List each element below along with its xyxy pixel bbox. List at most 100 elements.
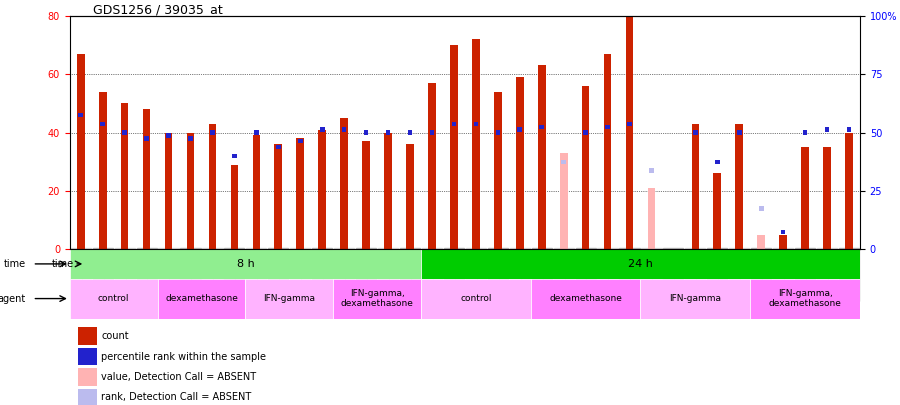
Bar <box>429 130 435 135</box>
Bar <box>296 139 304 249</box>
Bar <box>384 132 392 249</box>
Text: control: control <box>98 294 130 303</box>
Bar <box>824 147 831 249</box>
Text: control: control <box>460 294 491 303</box>
Bar <box>77 368 97 386</box>
Bar <box>77 348 97 365</box>
FancyBboxPatch shape <box>421 279 531 319</box>
Bar <box>230 165 238 249</box>
Bar <box>472 39 480 249</box>
Bar <box>649 168 653 173</box>
Bar <box>209 124 216 249</box>
Bar <box>604 54 611 249</box>
Bar <box>626 16 634 249</box>
FancyBboxPatch shape <box>333 279 421 319</box>
Bar <box>274 144 282 249</box>
Text: dexamethasone: dexamethasone <box>165 294 238 303</box>
Text: time: time <box>52 259 74 269</box>
Bar <box>408 130 412 135</box>
Bar <box>758 235 765 249</box>
Bar <box>78 113 83 117</box>
FancyBboxPatch shape <box>246 279 333 319</box>
Text: rank, Detection Call = ABSENT: rank, Detection Call = ABSENT <box>102 392 252 403</box>
FancyBboxPatch shape <box>158 279 246 319</box>
Bar <box>538 65 545 249</box>
FancyBboxPatch shape <box>70 279 158 319</box>
Bar <box>494 92 501 249</box>
Bar <box>516 77 524 249</box>
FancyBboxPatch shape <box>70 249 421 279</box>
Bar <box>253 135 260 249</box>
Bar <box>364 130 368 135</box>
Bar <box>188 136 193 141</box>
Bar <box>803 130 807 135</box>
Bar <box>759 206 763 211</box>
Bar <box>737 130 742 135</box>
Text: dexamethasone: dexamethasone <box>549 294 622 303</box>
Bar <box>714 173 721 249</box>
Bar <box>320 128 325 132</box>
Bar <box>122 130 127 135</box>
Bar <box>539 124 544 129</box>
Text: time: time <box>4 259 26 269</box>
Text: percentile rank within the sample: percentile rank within the sample <box>102 352 266 362</box>
Bar <box>166 133 171 138</box>
FancyBboxPatch shape <box>641 279 751 319</box>
Bar <box>824 128 830 132</box>
Bar <box>845 132 853 249</box>
FancyBboxPatch shape <box>421 249 860 279</box>
Bar <box>735 124 743 249</box>
FancyBboxPatch shape <box>751 279 860 319</box>
Bar <box>648 188 655 249</box>
Bar <box>781 230 786 234</box>
Bar <box>801 147 809 249</box>
Bar <box>847 128 851 132</box>
Text: value, Detection Call = ABSENT: value, Detection Call = ABSENT <box>102 372 256 382</box>
Bar <box>101 122 105 126</box>
Bar <box>715 160 720 164</box>
Bar <box>562 160 566 164</box>
Bar <box>319 130 326 249</box>
Bar <box>211 130 215 135</box>
Bar <box>254 130 258 135</box>
Bar <box>386 130 391 135</box>
Text: IFN-gamma: IFN-gamma <box>670 294 722 303</box>
Bar <box>452 122 456 126</box>
Bar <box>450 45 458 249</box>
FancyBboxPatch shape <box>531 279 641 319</box>
Text: count: count <box>102 331 129 341</box>
Bar <box>428 83 436 249</box>
Bar <box>406 144 414 249</box>
Bar <box>560 153 568 249</box>
Bar <box>342 128 346 132</box>
Bar <box>363 141 370 249</box>
Bar <box>121 103 129 249</box>
Bar <box>276 145 281 149</box>
Bar <box>691 124 699 249</box>
Bar <box>76 54 85 249</box>
Bar <box>518 128 522 132</box>
Bar <box>77 327 97 345</box>
Bar <box>693 130 698 135</box>
Bar <box>779 235 787 249</box>
Bar <box>99 92 106 249</box>
Text: agent: agent <box>0 294 26 304</box>
Bar <box>581 86 590 249</box>
Bar <box>165 132 173 249</box>
Bar <box>77 389 97 405</box>
Bar <box>583 130 588 135</box>
Bar <box>298 139 302 143</box>
Bar <box>144 136 148 141</box>
Bar <box>186 132 194 249</box>
Text: IFN-gamma,
dexamethasone: IFN-gamma, dexamethasone <box>340 289 413 308</box>
Bar <box>496 130 500 135</box>
Text: IFN-gamma: IFN-gamma <box>264 294 315 303</box>
Bar <box>232 154 237 158</box>
Bar <box>340 118 348 249</box>
Text: 8 h: 8 h <box>237 259 255 269</box>
Bar <box>473 122 478 126</box>
Text: GDS1256 / 39035_at: GDS1256 / 39035_at <box>94 3 223 16</box>
Bar <box>627 122 632 126</box>
Bar <box>143 109 150 249</box>
Text: IFN-gamma,
dexamethasone: IFN-gamma, dexamethasone <box>769 289 842 308</box>
